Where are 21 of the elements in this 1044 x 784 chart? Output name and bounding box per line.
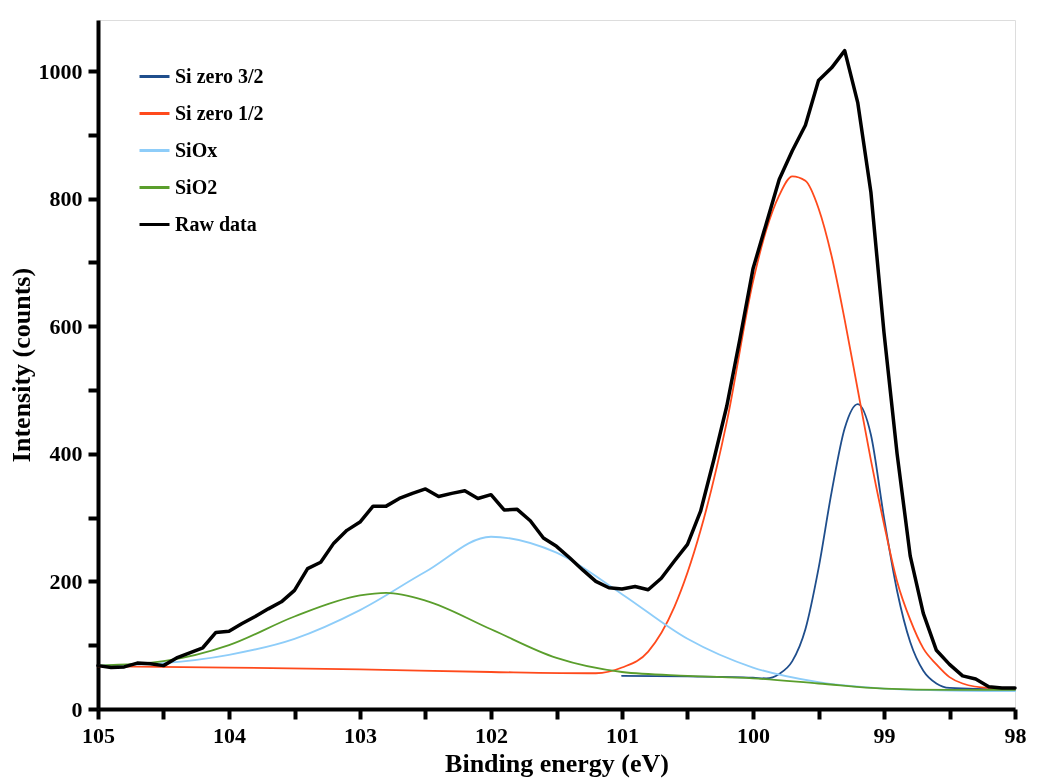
y-tick-label: 1000	[38, 58, 83, 84]
x-axis-title: Binding energy (eV)	[445, 748, 669, 778]
x-tick-label: 99	[873, 722, 896, 748]
y-tick-label: 0	[71, 696, 83, 722]
legend-label: Si zero 3/2	[175, 64, 264, 87]
legend-label: SiOx	[175, 138, 218, 161]
x-tick-label: 101	[606, 722, 639, 748]
y-tick-label: 200	[49, 568, 83, 594]
x-tick-label: 105	[82, 722, 115, 748]
x-tick-label: 100	[737, 722, 770, 748]
y-tick-label: 400	[49, 441, 83, 467]
x-tick-label: 102	[475, 722, 508, 748]
x-tick-label: 104	[213, 722, 246, 748]
y-tick-label: 800	[49, 186, 83, 212]
x-tick-label: 98	[1004, 722, 1027, 748]
y-tick-label: 600	[49, 313, 83, 339]
x-tick-label: 103	[344, 722, 377, 748]
legend-label: Si zero 1/2	[175, 101, 264, 124]
legend-label: Raw data	[175, 212, 257, 235]
y-axis-title: Intensity (counts)	[6, 267, 36, 463]
legend-label: SiO2	[175, 175, 218, 198]
